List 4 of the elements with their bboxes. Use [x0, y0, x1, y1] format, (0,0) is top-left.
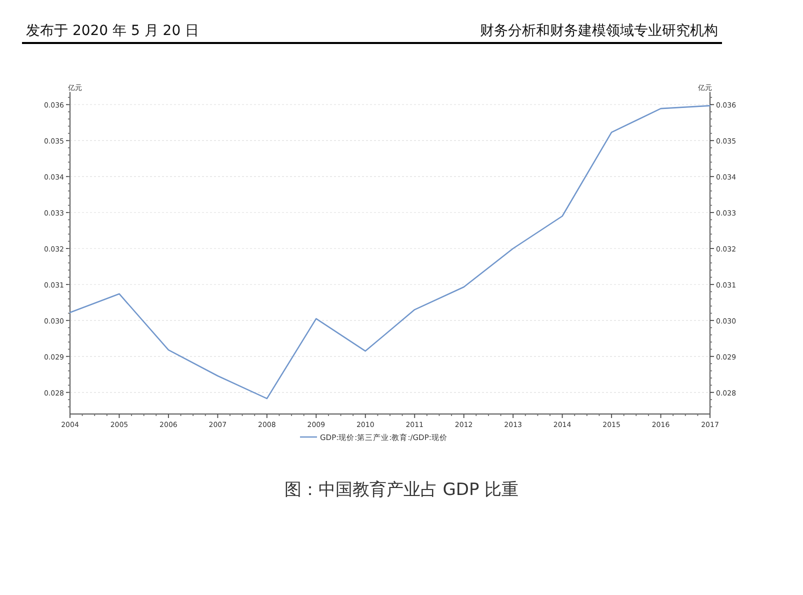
annotation: 发布于 2020 年 5 月 20 日 [26, 23, 200, 39]
title: 图：中国教育产业占 GDP 比重 [284, 480, 519, 500]
line-series [69, 105, 711, 400]
annotation: 财务分析和财务建模领域专业研究机构 [480, 23, 718, 39]
